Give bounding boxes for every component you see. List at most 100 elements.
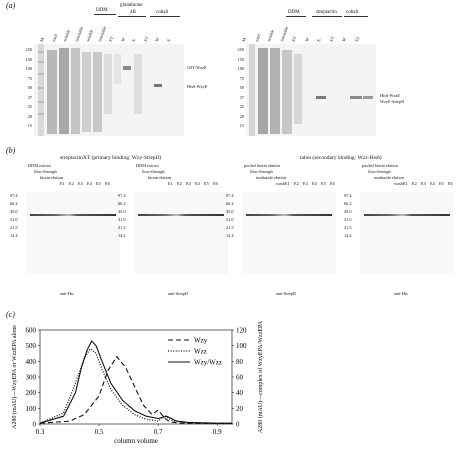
blot-header: flow-through [34, 169, 57, 174]
blot-marker: 21.5 [226, 225, 234, 230]
panel-b-right-title: talon (secondary binding: Wzz-His6) [300, 155, 382, 161]
panel-b-left-title: streptactinXT (primary binding: Wzy-Stre… [60, 155, 162, 161]
panel-a-label: (a) [6, 1, 16, 10]
blot-lane-label: E5 [96, 181, 101, 186]
lane-label: E [165, 37, 172, 42]
legend-label: Wzz [194, 348, 207, 356]
blot-caption: anti-StrepII [276, 291, 296, 296]
x-tick-label: 0.3 [36, 428, 45, 436]
blot-lane-label: E3 [303, 181, 308, 186]
blot-header: imidazole elution [374, 175, 404, 180]
blot-caption: anti-His [394, 291, 408, 296]
panel-b-label: (b) [6, 146, 16, 155]
blot-membrane [26, 192, 120, 274]
band-label: His6-WzyE [187, 84, 208, 89]
header-underline [312, 16, 342, 17]
lane-label: M [39, 36, 46, 42]
blot-lane-label: wash [394, 181, 403, 186]
blot-header: flow-through [142, 169, 165, 174]
blot-header: DDM extract [28, 163, 51, 168]
header-4b: 4B [130, 10, 136, 15]
marker-label: 75 [239, 75, 244, 81]
header-ddm: DDM [96, 8, 108, 13]
gel-bands [249, 44, 373, 136]
marker-label: 15 [239, 123, 244, 129]
header-underline [150, 16, 180, 17]
lane-label: soluble [85, 28, 94, 42]
header-underline [94, 14, 116, 15]
blot-lane-label: E6 [105, 181, 110, 186]
blot-marker: 31.0 [118, 217, 126, 222]
marker-label: 100 [237, 66, 244, 72]
left-tick-label: 400 [26, 358, 37, 366]
marker-label: 37 [27, 94, 32, 100]
blot-lane-label: E5 [321, 181, 326, 186]
blot-header: imidazole elution [256, 175, 286, 180]
blot-marker: 66.2 [226, 201, 234, 206]
blot-header: flow-through [250, 169, 273, 174]
lane-label: FT [291, 35, 298, 42]
x-tick-label: 0.9 [213, 428, 222, 436]
western-blots: DDM extract flow-through biotin elution E1 E… [0, 163, 474, 304]
left-tick-label: 600 [26, 327, 37, 335]
blot-marker: 97.4 [226, 193, 234, 198]
lane-label: soluble [266, 28, 275, 42]
blot-marker: 45.0 [226, 209, 234, 214]
lane-label: FT [142, 35, 149, 42]
blot-lane-label: E6 [448, 181, 453, 186]
blot-lane-label: E6 [330, 181, 335, 186]
marker-label: 150 [25, 56, 32, 62]
chromatogram-svg: 0 100 200 300 400 500 600 0 20 40 60 80 100 120 0.3 0.5… [11, 320, 264, 445]
right-tick-label: 60 [236, 374, 244, 382]
blot: DDM extract flow-through biotin elution E1 E… [10, 163, 122, 304]
band-label: His6-WzzE [380, 93, 401, 98]
blot-marker: 97.4 [118, 193, 126, 198]
blot-lane-label: E1 [168, 181, 173, 186]
blot-header: biotin elution [40, 175, 64, 180]
blot-marker: 97.4 [10, 193, 18, 198]
blot-header: pooled biotin elution [244, 163, 280, 168]
blot-marker: 66.2 [10, 201, 18, 206]
blot-caption: anti-His [60, 291, 74, 296]
marker-label: 150 [237, 56, 244, 62]
right-tick-label: 120 [236, 327, 247, 335]
lane-label: W [303, 36, 310, 42]
blot-lane-label: E4 [312, 181, 317, 186]
series-line [39, 340, 232, 424]
right-tick-label: 0 [236, 421, 240, 429]
blot-membrane [242, 192, 336, 274]
blot-marker: 14.4 [10, 233, 18, 238]
left-tick-label: 300 [26, 374, 37, 382]
blot-lane-label: E5 [439, 181, 444, 186]
blot-lane-label: E2 [294, 181, 299, 186]
blot-marker: 14.4 [226, 233, 234, 238]
header-underline [344, 16, 368, 17]
blot-marker: 31.0 [10, 217, 18, 222]
panel-c-label: (c) [6, 310, 15, 319]
blot-marker: 66.2 [344, 201, 352, 206]
gel-image [34, 44, 184, 136]
lane-label: W [119, 36, 126, 42]
blot-lane-label: E5 [204, 181, 209, 186]
blot-lane-label: wash [276, 181, 285, 186]
marker-label: 37 [239, 94, 244, 100]
blot-caption: anti-StrepII [168, 291, 188, 296]
blot-marker: 21.5 [118, 225, 126, 230]
blot-marker: 45.0 [344, 209, 352, 214]
blot-lane-label: E2 [177, 181, 182, 186]
blot-membrane [360, 192, 454, 274]
blot-band [30, 214, 116, 216]
left-tick-label: 200 [26, 389, 37, 397]
gel-image [246, 44, 376, 136]
blot-marker: 97.4 [344, 193, 352, 198]
legend-label: Wzy/Wzz [194, 359, 222, 367]
lane-label: W [154, 36, 161, 42]
blot-marker: 14.4 [118, 233, 126, 238]
lane-label: W [341, 36, 348, 42]
band-label: WzyE-StrepII [380, 99, 405, 104]
lane-label: total [253, 33, 261, 42]
x-tick-label: 0.5 [95, 428, 104, 436]
marker-label: 20 [27, 113, 32, 119]
blot-lane-label: E4 [195, 181, 200, 186]
